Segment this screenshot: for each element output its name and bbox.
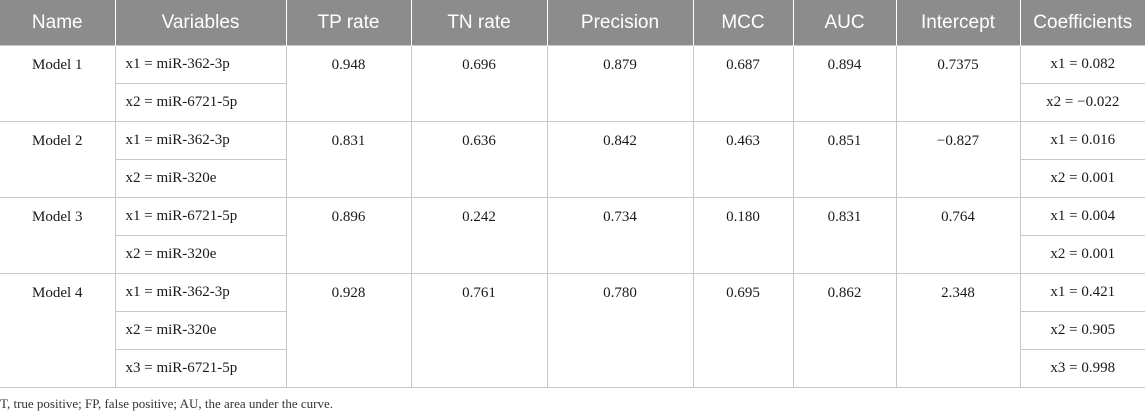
variable-cell: x2 = miR-320e [115,311,287,350]
variable-cell: x1 = miR-6721-5p [114,197,287,236]
model-name: Model 4 [0,273,116,388]
variable-cell: x1 = miR-362-3p [114,121,287,160]
table-row: x2 = miR-6721-5p x2 = −0.022 [0,83,1145,122]
precision-cell: 0.879 [546,45,694,122]
variable-cell: x2 = miR-320e [115,159,287,198]
tn-rate-cell: 0.636 [410,121,548,198]
header-precision: Precision [546,0,693,46]
coefficient-cell: x1 = 0.082 [1019,45,1145,84]
auc-cell: 0.862 [792,273,897,388]
auc-cell: 0.851 [792,121,897,198]
model-name: Model 1 [0,45,116,122]
tp-rate-cell: 0.831 [285,121,412,198]
mcc-cell: 0.695 [692,273,794,388]
variable-cell: x3 = miR-6721-5p [115,349,287,388]
header-name: Name [0,0,115,46]
header-coefficients: Coefficients [1019,0,1145,46]
variable-cell: x1 = miR-362-3p [114,45,287,84]
variable-cell: x1 = miR-362-3p [114,273,287,312]
intercept-cell: 0.764 [895,197,1021,274]
header-tp-rate: TP rate [285,0,411,46]
coefficient-cell: x2 = 0.905 [1019,311,1145,350]
intercept-cell: 2.348 [895,273,1021,388]
table-row: Model 2 x1 = miR-362-3p 0.831 0.636 0.84… [0,121,1145,198]
coefficient-cell: x1 = 0.004 [1019,197,1145,236]
coefficient-cell: x2 = 0.001 [1019,235,1145,274]
header-tn-rate: TN rate [410,0,547,46]
coefficient-cell: x2 = 0.001 [1019,159,1145,198]
header-intercept: Intercept [895,0,1020,46]
header-mcc: MCC [692,0,793,46]
header-variables: Variables [114,0,286,46]
mcc-cell: 0.687 [692,45,794,122]
table-footnote: T, true positive; FP, false positive; AU… [0,396,333,411]
tp-rate-cell: 0.948 [285,45,412,122]
coefficient-cell: x1 = 0.421 [1019,273,1145,312]
table-row: x3 = miR-6721-5p x3 = 0.998 [0,349,1145,388]
tp-rate-cell: 0.896 [285,197,412,274]
auc-cell: 0.894 [792,45,897,122]
variable-cell: x2 = miR-6721-5p [115,83,287,122]
table-row: x2 = miR-320e x2 = 0.905 [0,311,1145,350]
tn-rate-cell: 0.242 [410,197,548,274]
tn-rate-cell: 0.696 [410,45,548,122]
header-auc: AUC [792,0,896,46]
coefficient-cell: x1 = 0.016 [1019,121,1145,160]
header-row: Name Variables TP rate TN rate Precision… [0,0,1145,46]
auc-cell: 0.831 [792,197,897,274]
table-row: Model 3 x1 = miR-6721-5p 0.896 0.242 0.7… [0,197,1145,274]
intercept-cell: 0.7375 [895,45,1021,122]
tp-rate-cell: 0.928 [285,273,412,388]
precision-cell: 0.734 [546,197,694,274]
mcc-cell: 0.463 [692,121,794,198]
precision-cell: 0.842 [546,121,694,198]
precision-cell: 0.780 [546,273,694,388]
coefficient-cell: x2 = −0.022 [1019,83,1145,122]
results-table: Name Variables TP rate TN rate Precision… [0,0,1145,388]
tn-rate-cell: 0.761 [410,273,548,388]
table-row: Model 1 x1 = miR-362-3p 0.948 0.696 0.87… [0,45,1145,122]
variable-cell: x2 = miR-320e [115,235,287,274]
model-name: Model 2 [0,121,116,198]
model-name: Model 3 [0,197,116,274]
coefficient-cell: x3 = 0.998 [1019,349,1145,388]
table-row: Model 4 x1 = miR-362-3p 0.928 0.761 0.78… [0,273,1145,388]
intercept-cell: −0.827 [895,121,1021,198]
mcc-cell: 0.180 [692,197,794,274]
